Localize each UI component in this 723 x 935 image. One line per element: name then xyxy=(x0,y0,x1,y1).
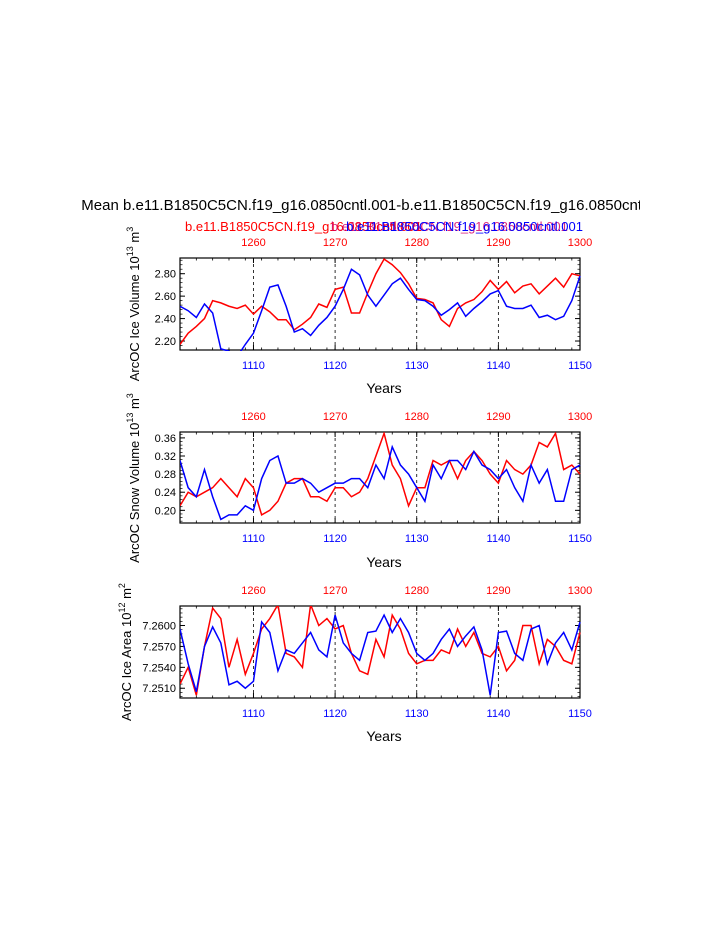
legend-red-label: b.e11.B1850C5CN.f19_g16.0850cntl.001 xyxy=(185,219,422,234)
series-line-blue xyxy=(180,613,581,696)
y-tick-label: 7.2600 xyxy=(142,621,176,633)
series-line-blue xyxy=(180,268,581,351)
top-tick-label: 1260 xyxy=(241,237,265,249)
y-tick-label: 7.2510 xyxy=(142,683,176,695)
vertical-gridlines xyxy=(253,258,499,350)
bottom-tick-label: 1120 xyxy=(323,533,347,545)
top-tick-label: 1300 xyxy=(568,585,592,597)
bottom-tick-label: 1130 xyxy=(405,533,429,545)
y-tick-label: 2.80 xyxy=(155,269,176,281)
main-title: ANN Mean b.e11.B1850C5CN.f19_g16.0850cnt… xyxy=(45,197,674,214)
y-axis-ticks: 0.20 0.24 0.28 0.32 0.36 xyxy=(155,433,580,522)
top-axis-ticks: 1260 1270 1280 1290 1300 xyxy=(179,237,592,263)
bottom-axis-ticks: 1110 1120 1130 1140 1150 xyxy=(179,693,592,720)
bottom-tick-label: 1110 xyxy=(242,708,265,720)
bottom-tick-label: 1110 xyxy=(242,533,265,545)
y-tick-label: 0.24 xyxy=(155,487,176,499)
top-tick-label: 1290 xyxy=(486,411,510,423)
top-tick-label: 1260 xyxy=(241,585,265,597)
series-line-blue xyxy=(180,444,581,521)
y-tick-label: 7.2570 xyxy=(142,641,176,653)
series-line-red xyxy=(180,606,581,696)
bottom-tick-label: 1120 xyxy=(323,708,347,720)
bottom-tick-label: 1110 xyxy=(242,360,265,372)
bottom-tick-label: 1150 xyxy=(568,708,592,720)
top-tick-label: 1290 xyxy=(486,237,510,249)
bottom-tick-label: 1150 xyxy=(568,533,592,545)
bottom-tick-label: 1120 xyxy=(323,360,347,372)
x-axis-title: Years xyxy=(366,554,401,570)
top-axis-ticks: 1260 1270 1280 1290 1300 xyxy=(179,411,592,437)
x-axis-title: Years xyxy=(366,728,401,744)
y-axis-title: ArcOC Snow Volume 1013 m3 xyxy=(125,393,142,563)
plot-frame xyxy=(179,605,581,699)
top-tick-label: 1280 xyxy=(404,411,428,423)
bottom-tick-label: 1140 xyxy=(487,533,511,545)
top-tick-label: 1270 xyxy=(323,411,347,423)
top-tick-label: 1270 xyxy=(323,585,347,597)
top-tick-label: 1300 xyxy=(568,411,592,423)
y-tick-label: 7.2540 xyxy=(142,662,176,674)
panel-ice-area: 1110 1120 1130 1140 1150 1260 1270 1280 1290 130… xyxy=(117,583,592,744)
top-tick-label: 1290 xyxy=(486,585,510,597)
top-tick-label: 1280 xyxy=(404,585,428,597)
vertical-gridlines xyxy=(253,432,499,523)
y-tick-label: 0.20 xyxy=(155,505,176,517)
bottom-tick-label: 1130 xyxy=(405,708,429,720)
y-axis-title: ArcOC Ice Area 1012 m2 xyxy=(117,583,134,721)
y-tick-label: 2.40 xyxy=(155,314,176,326)
plot-frame xyxy=(179,257,581,351)
series-line-red xyxy=(180,258,581,345)
y-tick-label: 2.60 xyxy=(155,291,176,303)
series-line-red xyxy=(180,432,581,516)
bottom-axis-ticks: 1110 1120 1130 1140 1150 xyxy=(179,345,592,372)
y-tick-label: 0.28 xyxy=(155,469,176,481)
bottom-tick-label: 1140 xyxy=(487,360,511,372)
bottom-tick-label: 1150 xyxy=(568,360,592,372)
y-tick-label: 0.32 xyxy=(155,451,176,463)
top-axis-ticks: 1260 1270 1280 1290 1300 xyxy=(179,585,592,611)
bottom-tick-label: 1140 xyxy=(487,708,511,720)
y-axis-title: ArcOC Ice Volume 1013 m3 xyxy=(125,227,142,381)
x-axis-title: Years xyxy=(366,380,401,396)
bottom-tick-label: 1130 xyxy=(405,360,429,372)
top-tick-label: 1280 xyxy=(404,237,428,249)
top-tick-label: 1270 xyxy=(323,237,347,249)
y-tick-label: 2.20 xyxy=(155,336,176,348)
top-tick-label: 1260 xyxy=(241,411,265,423)
legend-overlap-label: b.e11.B1850C5CN.f19_g16.0850cntl.001 xyxy=(331,219,568,234)
panel-snow-volume: 1110 1120 1130 1140 1150 1260 1270 1280 1290 130… xyxy=(125,393,592,570)
panel-ice-volume: 1110 1120 1130 1140 1150 1260 1270 1280 1290 130… xyxy=(125,227,592,396)
top-tick-label: 1300 xyxy=(568,237,592,249)
bottom-axis-ticks: 1110 1120 1130 1140 1150 xyxy=(179,518,592,545)
y-tick-label: 0.36 xyxy=(155,433,176,445)
legend-blue-label: b.e11.B1850C5CN.f19_g16.0850cntl.001 xyxy=(346,219,583,234)
y-axis-ticks: 7.2510 7.2540 7.2570 7.2600 xyxy=(142,608,580,697)
